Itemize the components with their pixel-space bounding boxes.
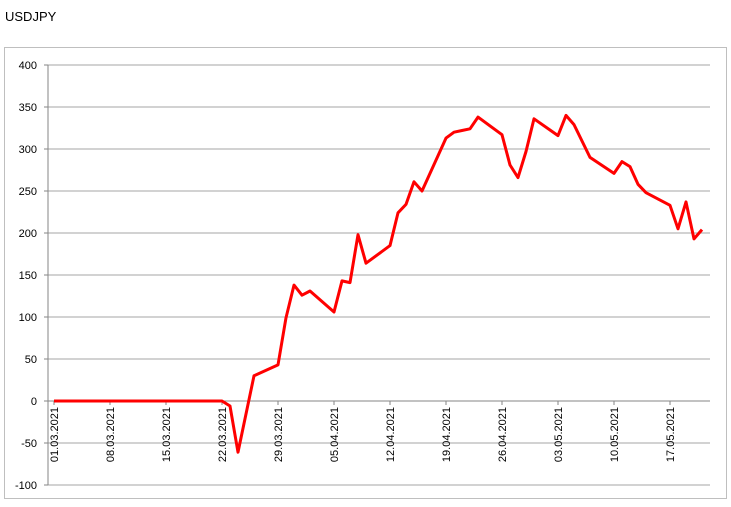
y-tick-label: 400	[19, 60, 37, 72]
y-tick-label: 300	[19, 144, 37, 156]
x-tick-label: 15.03.2021	[161, 407, 173, 462]
series-line	[54, 113, 704, 454]
x-tick-label: 29.03.2021	[273, 407, 285, 462]
x-tick-label: 05.04.2021	[329, 407, 341, 462]
y-tick-label: 150	[19, 270, 37, 282]
y-tick-label: 0	[31, 396, 37, 408]
y-tick-label: 250	[19, 186, 37, 198]
x-tick-label: 12.04.2021	[385, 407, 397, 462]
x-tick-label: 10.05.2021	[609, 407, 621, 462]
y-tick-label: 50	[25, 354, 37, 366]
y-tick-label: 200	[19, 228, 37, 240]
x-tick-label: 19.04.2021	[441, 407, 453, 462]
x-tick-label: 08.03.2021	[105, 407, 117, 462]
x-tick-label: 03.05.2021	[553, 407, 565, 462]
x-tick-label: 01.03.2021	[49, 407, 61, 462]
x-tick-label: 17.05.2021	[665, 407, 677, 462]
y-tick-label: 350	[19, 102, 37, 114]
y-tick-label: 100	[19, 312, 37, 324]
y-tick-label: -50	[21, 438, 37, 450]
y-tick-label: -100	[15, 480, 37, 492]
chart-title: USDJPY	[5, 9, 57, 24]
chart-frame	[4, 47, 727, 499]
x-tick-label: 22.03.2021	[217, 407, 229, 462]
x-tick-label: 26.04.2021	[497, 407, 509, 462]
